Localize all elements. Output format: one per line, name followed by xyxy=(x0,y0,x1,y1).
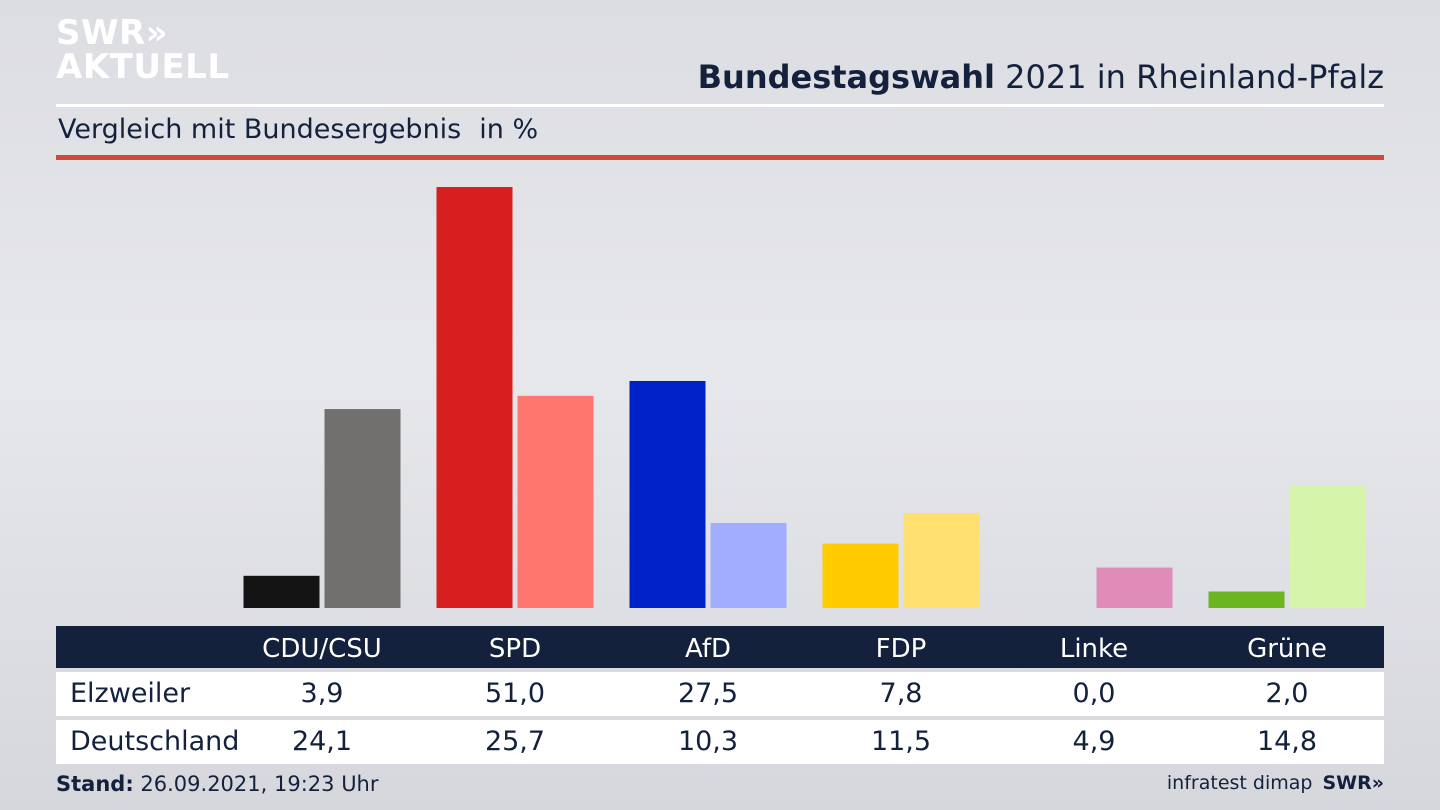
row-label-deutschland: Deutschland xyxy=(70,726,240,757)
results-table: CDU/CSU SPD AfD FDP Linke Grüne Elzweiler 3,9 5… xyxy=(56,626,1384,764)
value-deutschland-gr-ne: 14,8 xyxy=(1256,726,1318,757)
column-header-spd: SPD xyxy=(488,634,542,664)
table-row: Deutschland 24,1 25,7 10,3 11,5 4,9 14,8 xyxy=(56,720,1384,764)
row-label-elzweiler: Elzweiler xyxy=(70,678,191,709)
subtitle-text: Vergleich mit Bundesergebnis xyxy=(58,114,462,145)
bar-cdu-csu-deutschland xyxy=(324,409,401,608)
title-bold: Bundestagswahl xyxy=(697,58,995,96)
value-elzweiler-linke: 0,0 xyxy=(1072,678,1116,709)
logo-line-1: SWR» xyxy=(56,13,169,53)
swr-brand-logo: SWR» xyxy=(1322,772,1384,794)
bar-gr-ne-deutschland xyxy=(1289,485,1366,608)
value-deutschland-cdu-csu: 24,1 xyxy=(291,726,353,757)
swr-aktuell-logo: SWR» AKTUELL xyxy=(56,16,230,84)
unit-label: in % xyxy=(479,114,539,145)
chart-subtitle: Vergleich mit Bundesergebnis in % xyxy=(58,114,538,145)
bar-afd-elzweiler xyxy=(629,380,706,608)
table-header-row: CDU/CSU SPD AfD FDP Linke Grüne xyxy=(56,626,1384,668)
value-deutschland-linke: 4,9 xyxy=(1072,726,1116,757)
stand-value: 26.09.2021, 19:23 Uhr xyxy=(140,772,379,796)
source-credit: infratest dimap SWR» xyxy=(1167,772,1384,794)
bar-spd-deutschland xyxy=(517,395,594,608)
bar-afd-deutschland xyxy=(710,522,787,608)
column-header-linke: Linke xyxy=(1059,634,1129,664)
value-deutschland-afd: 10,3 xyxy=(677,726,739,757)
page-title: Bundestagswahl 2021 in Rheinland-Pfalz xyxy=(698,58,1384,96)
value-elzweiler-gr-ne: 2,0 xyxy=(1265,678,1309,709)
value-elzweiler-afd: 27,5 xyxy=(677,678,739,709)
bar-spd-elzweiler xyxy=(436,187,513,608)
value-elzweiler-spd: 51,0 xyxy=(484,678,546,709)
title-rest: 2021 in Rheinland-Pfalz xyxy=(1005,58,1384,96)
table-row: Elzweiler 3,9 51,0 27,5 7,8 0,0 2,0 xyxy=(56,672,1384,716)
value-elzweiler-cdu-csu: 3,9 xyxy=(300,678,344,709)
bar-cdu-csu-elzweiler xyxy=(243,575,320,608)
timestamp: Stand: 26.09.2021, 19:23 Uhr xyxy=(56,772,379,796)
value-deutschland-spd: 25,7 xyxy=(484,726,546,757)
bar-fdp-deutschland xyxy=(903,513,980,608)
value-deutschland-fdp: 11,5 xyxy=(870,726,932,757)
column-header-afd: AfD xyxy=(684,634,732,664)
accent-rule xyxy=(56,155,1384,160)
column-header-cdu-csu: CDU/CSU xyxy=(262,634,382,664)
value-elzweiler-fdp: 7,8 xyxy=(879,678,923,709)
bar-fdp-elzweiler xyxy=(822,543,899,608)
column-header-fdp: FDP xyxy=(875,634,927,664)
logo-line-2: AKTUELL xyxy=(56,47,230,87)
header-divider xyxy=(56,104,1384,107)
column-header-gr-ne: Grüne xyxy=(1247,634,1327,664)
source-text: infratest dimap xyxy=(1166,772,1313,794)
stand-label: Stand: xyxy=(56,772,134,796)
bar-linke-deutschland xyxy=(1096,567,1173,608)
bar-gr-ne-elzweiler xyxy=(1208,591,1285,608)
